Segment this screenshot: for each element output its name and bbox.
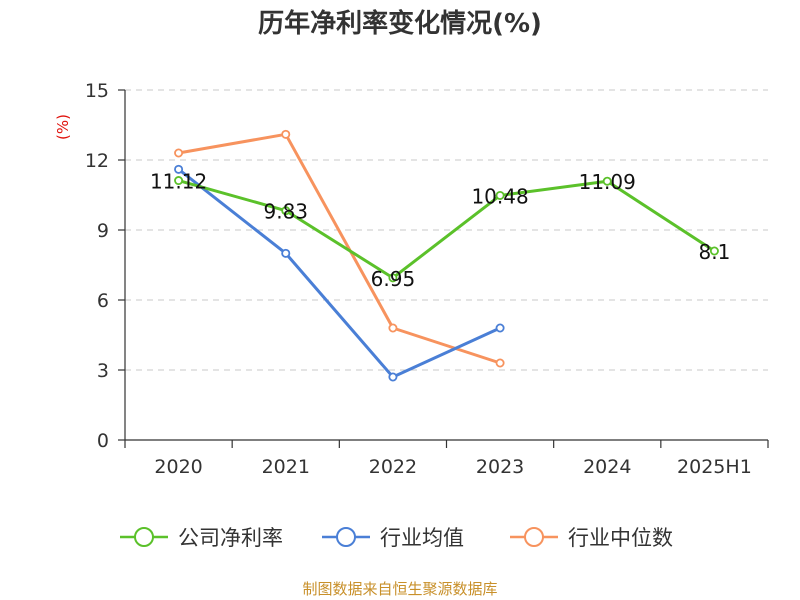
data-point: [174, 148, 184, 158]
legend-item[interactable]: 行业均值: [322, 526, 464, 550]
data-point: [495, 323, 505, 333]
data-point: [602, 176, 612, 186]
source-note: 制图数据来自恒生聚源数据库: [302, 580, 497, 598]
data-label: 9.83: [263, 200, 308, 224]
legend-marker: [134, 527, 154, 547]
data-point: [174, 164, 184, 174]
y-tick-label: 0: [97, 430, 109, 452]
y-tick-label: 12: [85, 150, 109, 172]
y-tick-label: 6: [97, 290, 109, 312]
x-tick-label: 2022: [369, 456, 417, 478]
x-tick-label: 2023: [476, 456, 524, 478]
series-line: [177, 168, 501, 379]
legend-item[interactable]: 公司净利率: [120, 526, 283, 550]
y-tick-label: 9: [97, 220, 109, 242]
legend-label: 行业中位数: [568, 526, 673, 550]
legend-marker: [336, 527, 356, 547]
x-tick-label: 2025H1: [677, 456, 752, 478]
data-point: [709, 246, 719, 256]
chart-title: 历年净利率变化情况(%): [258, 8, 542, 39]
x-tick-label: 2021: [262, 456, 310, 478]
x-tick-label: 2024: [583, 456, 631, 478]
y-tick-label: 3: [97, 360, 109, 382]
data-label: 10.48: [471, 184, 528, 208]
legend-item[interactable]: 行业中位数: [510, 526, 673, 550]
data-point: [281, 206, 291, 216]
y-axis-label: (%): [54, 114, 72, 140]
grid-lines: [125, 89, 768, 371]
data-labels: 11.12 9.83 6.95 10.48 11.09 8.1: [150, 170, 730, 291]
data-point: [281, 129, 291, 139]
y-tick-label: 15: [85, 80, 109, 102]
data-label: 8.1: [699, 240, 731, 264]
legend-marker: [524, 527, 544, 547]
data-point: [388, 273, 398, 283]
legend[interactable]: 公司净利率 行业均值 行业中位数: [120, 526, 673, 550]
axes: 0 3 6 9 12 15 2020 2021 2022 2023 2024 2025H1: [85, 80, 769, 478]
legend-label: 公司净利率: [178, 526, 283, 550]
data-point: [388, 323, 398, 333]
data-label: 11.12: [150, 170, 207, 194]
series-layer: [174, 129, 719, 382]
legend-label: 行业均值: [380, 526, 464, 550]
data-point: [281, 248, 291, 258]
data-point: [388, 372, 398, 382]
series-line: [178, 132, 501, 365]
data-point: [495, 358, 505, 368]
data-label: 6.95: [371, 267, 416, 291]
data-point: [174, 176, 184, 186]
data-point: [495, 190, 505, 200]
x-tick-label: 2020: [154, 456, 202, 478]
data-label: 11.09: [579, 170, 636, 194]
series-line: [178, 179, 716, 280]
